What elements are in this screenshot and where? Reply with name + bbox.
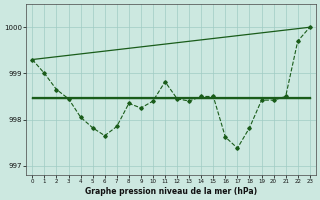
X-axis label: Graphe pression niveau de la mer (hPa): Graphe pression niveau de la mer (hPa) — [85, 187, 257, 196]
